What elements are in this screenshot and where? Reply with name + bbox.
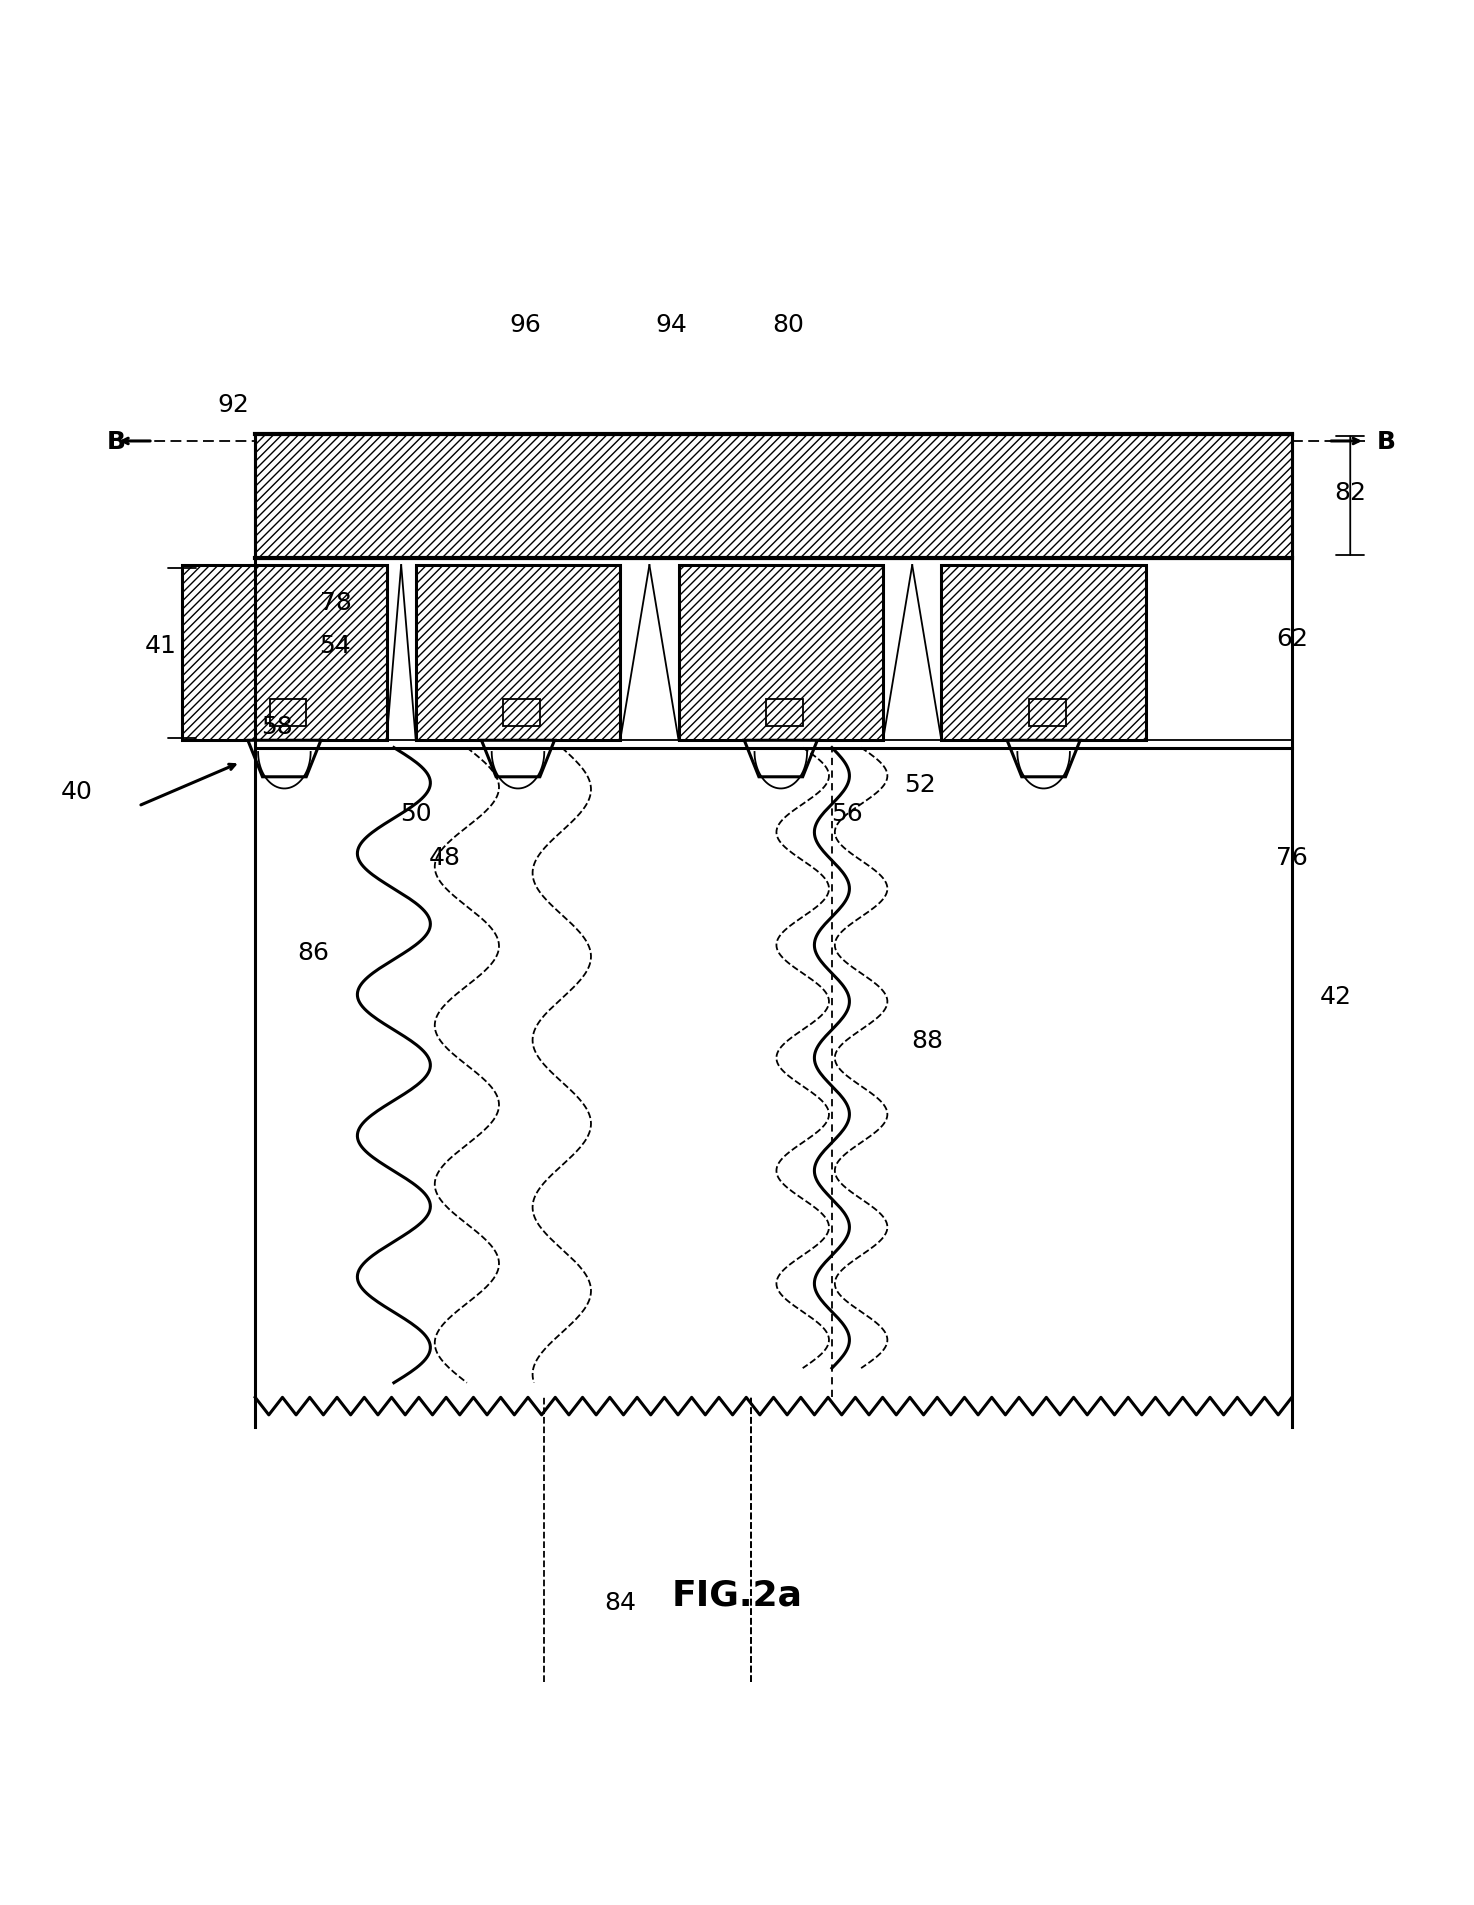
Text: 86: 86: [298, 941, 330, 964]
Polygon shape: [183, 566, 386, 741]
Polygon shape: [416, 566, 621, 741]
Text: B: B: [1377, 431, 1396, 453]
Polygon shape: [482, 741, 554, 777]
Text: 41: 41: [144, 634, 177, 657]
Text: 58: 58: [261, 714, 293, 739]
Text: 92: 92: [217, 392, 249, 417]
Text: 42: 42: [1319, 985, 1352, 1008]
Polygon shape: [1007, 741, 1080, 777]
Text: 88: 88: [911, 1029, 943, 1052]
Text: 80: 80: [772, 312, 803, 337]
Text: 82: 82: [1334, 480, 1366, 505]
Polygon shape: [744, 741, 817, 777]
Polygon shape: [942, 566, 1145, 741]
Text: 54: 54: [320, 634, 351, 657]
Text: 50: 50: [399, 802, 432, 827]
Text: 40: 40: [60, 779, 93, 804]
Text: 48: 48: [429, 846, 461, 871]
Text: 96: 96: [510, 312, 541, 337]
Text: 84: 84: [604, 1591, 637, 1614]
Text: B: B: [108, 431, 125, 453]
Text: 78: 78: [320, 591, 351, 613]
Text: FIG.2a: FIG.2a: [672, 1577, 802, 1612]
Text: 52: 52: [904, 773, 936, 796]
Text: 56: 56: [831, 802, 862, 827]
Text: 76: 76: [1276, 846, 1307, 871]
Text: 62: 62: [1276, 627, 1307, 652]
Polygon shape: [678, 566, 883, 741]
Polygon shape: [255, 434, 1291, 558]
Polygon shape: [248, 741, 321, 777]
Text: 94: 94: [656, 312, 687, 337]
